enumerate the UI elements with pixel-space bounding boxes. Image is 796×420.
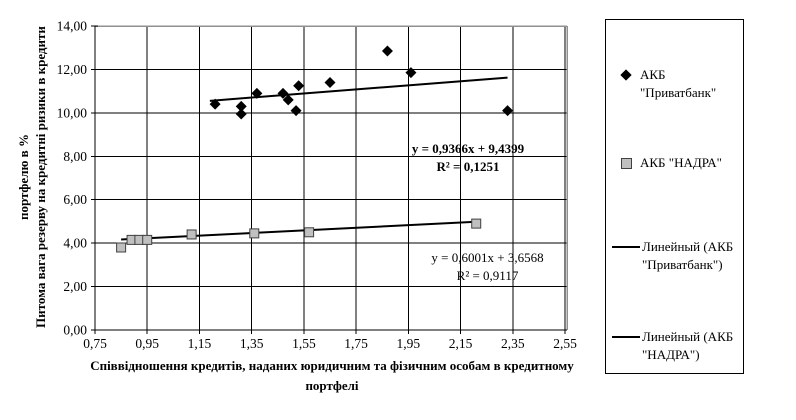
- x-tick-label: 2,15: [449, 336, 473, 351]
- data-point-diamond: [293, 80, 305, 92]
- y-tick-label: 4,00: [63, 236, 87, 251]
- legend-item-linear-privatbank: Линейный (АКБ "Приватбанк"): [612, 238, 740, 273]
- equation-text: y = 0,9366x + 9,4399: [411, 141, 525, 156]
- data-point-diamond: [324, 76, 336, 88]
- equation-text: y = 0,6001x + 3,6568: [431, 250, 544, 265]
- x-tick-label: 1,15: [188, 336, 212, 351]
- trendline-equation-nadra: y = 0,6001x + 3,6568 R² = 0,9117: [425, 249, 550, 285]
- data-point-diamond: [235, 108, 247, 120]
- data-point-square: [186, 229, 197, 240]
- x-tick-label: 0,75: [83, 336, 107, 351]
- data-point-diamond: [290, 105, 302, 117]
- data-point-square: [304, 227, 315, 238]
- x-tick-label: 2,35: [501, 336, 525, 351]
- data-point-square: [249, 228, 260, 239]
- legend-label: АКБ "НАДРА": [640, 155, 722, 170]
- y-tick-label: 14,00: [57, 19, 88, 34]
- x-tick-label: 2,55: [553, 336, 577, 351]
- legend-label: Линейный (АКБ "НАДРА"): [642, 329, 734, 362]
- x-tick-label: 1,95: [397, 336, 421, 351]
- x-tick-label: 1,75: [344, 336, 368, 351]
- trendline-equation-privatbank: y = 0,9366x + 9,4399 R² = 0,1251: [388, 140, 548, 176]
- gridlines: [95, 26, 567, 330]
- legend-item-nadra: АКБ "НАДРА": [612, 154, 740, 172]
- x-tick-label: 1,55: [292, 336, 316, 351]
- x-axis-title-line2: портфелі: [305, 377, 359, 393]
- y-tick-label: 8,00: [63, 149, 87, 164]
- series-1: [116, 218, 482, 253]
- data-point-diamond: [209, 98, 221, 110]
- data-point-square: [471, 218, 482, 229]
- y-tick-label: 10,00: [57, 105, 88, 120]
- axes: [94, 25, 568, 331]
- legend-label: АКБ "Приватбанк": [640, 67, 717, 100]
- y-tick-label: 6,00: [63, 192, 87, 207]
- y-tick-label: 2,00: [63, 279, 87, 294]
- legend-label: Линейный (АКБ "Приватбанк"): [642, 239, 734, 272]
- data-point-diamond: [251, 87, 263, 99]
- x-axis-title: Співвідношення кредитів, наданих юридичн…: [62, 356, 602, 395]
- y-axis-title-line2: портфелю в %: [16, 134, 32, 220]
- data-point-diamond: [405, 67, 417, 79]
- trendline-1: [121, 220, 477, 241]
- x-tick-label: 1,35: [240, 336, 264, 351]
- data-point-diamond: [502, 105, 514, 117]
- data-point-square: [116, 242, 127, 253]
- data-point-diamond: [277, 87, 289, 99]
- trendline-marker-icon: [612, 336, 640, 338]
- legend-box: АКБ "Приватбанк" АКБ "НАДРА" Линейный (А…: [605, 19, 744, 374]
- r-squared-text: R² = 0,9117: [456, 268, 519, 284]
- trendline-marker-icon: [612, 246, 640, 248]
- data-point-square: [142, 234, 153, 245]
- y-tick-labels: 0,00 2,00 4,00 6,00 8,00 10,00 12,00 14,00: [57, 19, 88, 338]
- data-point-diamond: [282, 94, 294, 106]
- x-tick-label: 0,95: [135, 336, 159, 351]
- x-tick-labels: 0,75 0,95 1,15 1,35 1,55 1,75 1,95 2,15 2,35 2,55: [83, 336, 577, 351]
- r-squared-text: R² = 0,1251: [436, 159, 500, 175]
- diamond-marker-icon: [620, 69, 632, 81]
- square-marker-icon: [620, 158, 632, 169]
- x-axis-title-line1: Співвідношення кредитів, наданих юридичн…: [90, 358, 574, 373]
- data-point-diamond: [235, 100, 247, 112]
- data-point-diamond: [381, 45, 393, 57]
- y-tick-label: 12,00: [57, 62, 88, 77]
- series-0: [209, 45, 514, 120]
- tick-marks: [91, 25, 566, 334]
- y-axis-title: Питома вага резерву на кредитні ризики в…: [8, 10, 50, 344]
- y-tick-label: 0,00: [63, 323, 87, 338]
- trendline-0: [209, 76, 508, 102]
- y-axis-title-line1: Питома вага резерву на кредитні ризики в…: [33, 26, 49, 328]
- legend-item-privatbank: АКБ "Приватбанк": [612, 66, 740, 101]
- legend-item-linear-nadra: Линейный (АКБ "НАДРА"): [612, 328, 740, 363]
